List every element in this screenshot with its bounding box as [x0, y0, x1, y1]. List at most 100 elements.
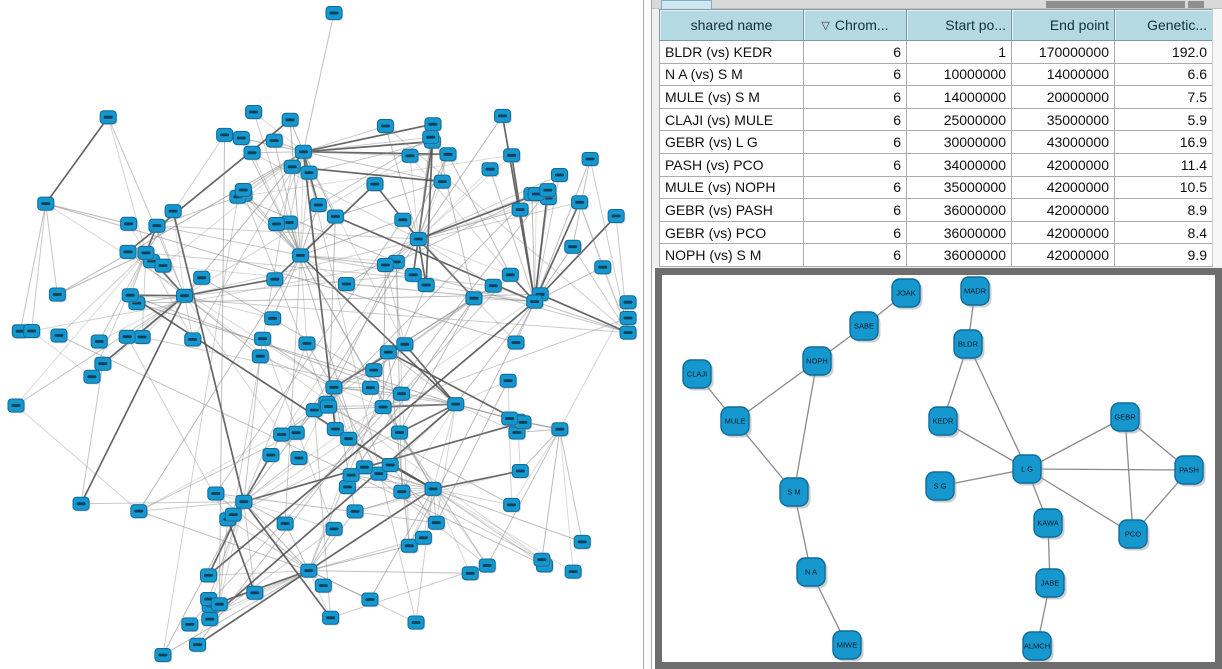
- network-edge[interactable]: [98, 295, 185, 342]
- network-node[interactable]: [232, 131, 251, 146]
- network-node[interactable]: [37, 196, 55, 212]
- network-edge[interactable]: [215, 493, 310, 571]
- column-header-start-po-[interactable]: Start po...: [906, 9, 1012, 41]
- network-node[interactable]: [619, 295, 638, 310]
- network-node[interactable]: [201, 612, 219, 627]
- network-node-SABE[interactable]: SABE: [849, 311, 881, 343]
- table-cell[interactable]: 192.0: [1114, 40, 1213, 64]
- network-edge[interactable]: [218, 134, 226, 605]
- network-edge[interactable]: [237, 196, 397, 263]
- table-cell[interactable]: 6: [803, 85, 907, 109]
- network-edge[interactable]: [387, 352, 410, 546]
- network-edge[interactable]: [302, 151, 417, 623]
- network-node[interactable]: [407, 615, 426, 631]
- network-edge[interactable]: [303, 150, 449, 156]
- network-node[interactable]: [72, 496, 91, 512]
- network-node[interactable]: [573, 534, 592, 550]
- table-cell[interactable]: 1: [906, 40, 1012, 64]
- network-edge[interactable]: [539, 293, 629, 334]
- table-cell[interactable]: 6: [803, 62, 907, 87]
- network-node[interactable]: [121, 288, 140, 303]
- network-node[interactable]: [394, 212, 412, 228]
- network-node[interactable]: [130, 504, 148, 519]
- network-edge[interactable]: [533, 190, 549, 302]
- network-node[interactable]: [326, 422, 345, 437]
- network-node[interactable]: [481, 162, 500, 177]
- table-cell[interactable]: 6: [803, 130, 907, 154]
- network-node[interactable]: [571, 195, 589, 210]
- table-cell[interactable]: 36000000: [906, 198, 1012, 222]
- network-edge[interactable]: [510, 155, 536, 302]
- network-node[interactable]: [478, 558, 497, 574]
- table-cell[interactable]: 6: [803, 220, 907, 245]
- table-cell[interactable]: MULE (vs) S M: [659, 85, 804, 109]
- network-node[interactable]: [281, 112, 300, 128]
- network-node[interactable]: [342, 468, 361, 483]
- network-edge[interactable]: [58, 252, 147, 336]
- network-node[interactable]: [290, 451, 309, 466]
- network-edge[interactable]: [308, 570, 471, 574]
- table-cell[interactable]: 34000000: [906, 152, 1012, 177]
- network-edge[interactable]: [251, 152, 419, 240]
- network-edge[interactable]: [130, 294, 185, 297]
- network-node[interactable]: [539, 183, 557, 198]
- network-node[interactable]: [581, 152, 600, 167]
- network-node[interactable]: [154, 258, 173, 274]
- network-node[interactable]: [424, 481, 443, 497]
- network-node[interactable]: [511, 464, 530, 479]
- network-node[interactable]: [551, 422, 569, 437]
- network-node-LG[interactable]: L G: [1012, 454, 1044, 486]
- network-node[interactable]: [400, 538, 419, 554]
- network-edge[interactable]: [208, 570, 309, 576]
- network-node[interactable]: [234, 183, 253, 198]
- network-node[interactable]: [401, 148, 420, 164]
- network-edge[interactable]: [227, 519, 256, 594]
- table-cell[interactable]: 170000000: [1011, 40, 1115, 64]
- network-edge[interactable]: [172, 211, 185, 296]
- network-node[interactable]: [409, 232, 428, 247]
- network-node-BLDR[interactable]: BLDR: [953, 329, 985, 361]
- network-node[interactable]: [325, 521, 344, 537]
- network-node[interactable]: [200, 568, 218, 584]
- network-node[interactable]: [503, 497, 521, 513]
- network-node[interactable]: [245, 105, 263, 120]
- network-edge[interactable]: [299, 254, 457, 405]
- network-edge[interactable]: [417, 238, 427, 286]
- network-edge[interactable]: [354, 488, 434, 512]
- network-node[interactable]: [461, 566, 480, 581]
- network-node[interactable]: [338, 480, 357, 495]
- network-edge[interactable]: [417, 181, 443, 240]
- network-edge[interactable]: [138, 432, 297, 512]
- table-tab[interactable]: [661, 0, 712, 9]
- table-cell[interactable]: CLAJI (vs) MULE: [659, 107, 804, 132]
- network-edge[interactable]: [348, 393, 402, 440]
- table-cell[interactable]: GEBR (vs) L G: [659, 130, 804, 154]
- table-cell[interactable]: 42000000: [1011, 198, 1115, 222]
- table-row[interactable]: GEBR (vs) L G 6 30000000 43000000 16.9: [659, 130, 1213, 154]
- network-edge[interactable]: [184, 295, 194, 340]
- network-node[interactable]: [309, 198, 328, 213]
- network-node[interactable]: [594, 260, 612, 275]
- network-node[interactable]: [340, 431, 358, 447]
- table-row[interactable]: BLDR (vs) KEDR 6 1 170000000 192.0: [659, 40, 1213, 64]
- network-edge[interactable]: [243, 194, 328, 404]
- table-cell[interactable]: GEBR (vs) PASH: [659, 198, 804, 222]
- table-row[interactable]: MULE (vs) NOPH 6 35000000 42000000 10.5: [659, 175, 1213, 200]
- network-edge[interactable]: [432, 488, 574, 573]
- network-edge[interactable]: [308, 570, 332, 619]
- network-edge[interactable]: [328, 406, 512, 506]
- network-edge[interactable]: [107, 117, 185, 296]
- network-node[interactable]: [501, 267, 520, 283]
- network-edge[interactable]: [335, 181, 443, 217]
- table-row[interactable]: GEBR (vs) PCO 6 36000000 42000000 8.4: [659, 220, 1213, 245]
- network-node[interactable]: [283, 159, 302, 175]
- network-node[interactable]: [7, 398, 26, 414]
- network-edge[interactable]: [302, 151, 336, 217]
- network-edge[interactable]: [308, 545, 410, 572]
- network-node-MADR[interactable]: MADR: [960, 276, 992, 308]
- network-node[interactable]: [216, 127, 234, 143]
- network-edge[interactable]: [107, 117, 147, 254]
- network-edge[interactable]: [473, 297, 535, 303]
- table-cell[interactable]: 6: [803, 40, 907, 64]
- network-edge[interactable]: [408, 488, 434, 546]
